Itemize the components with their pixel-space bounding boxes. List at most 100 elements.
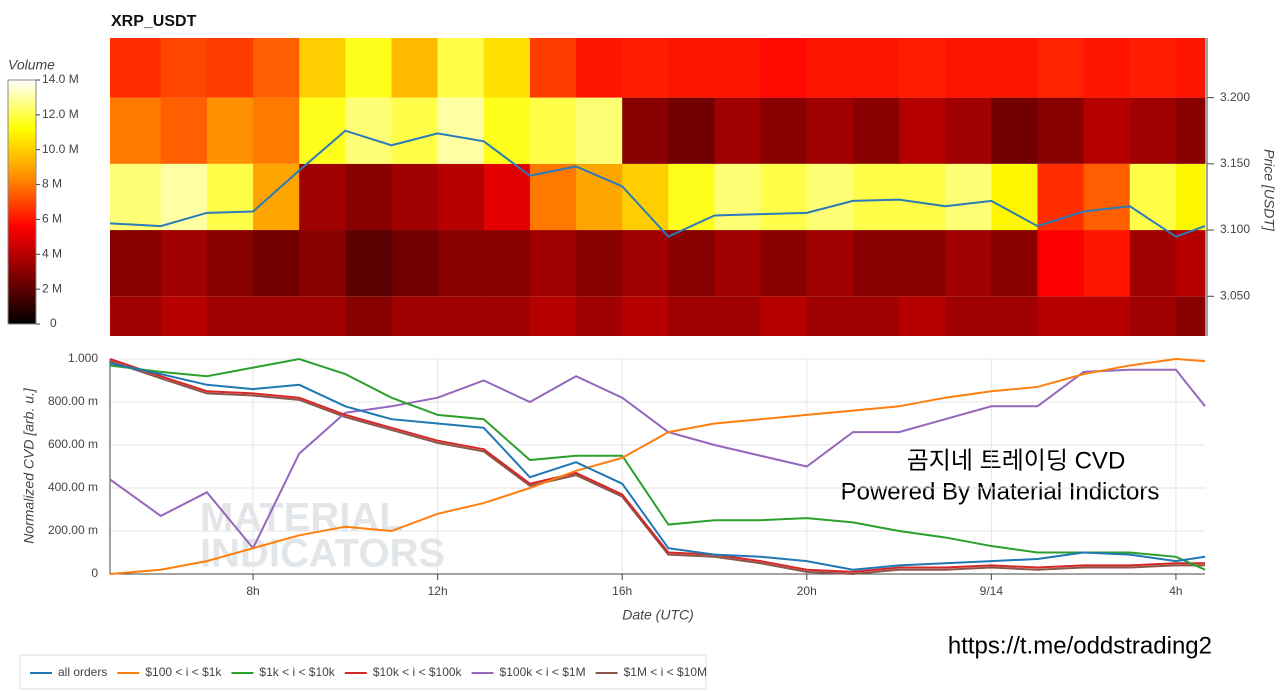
price-line (109, 129, 1206, 238)
heat-cell (110, 230, 162, 297)
heat-cell (945, 163, 992, 231)
heat-cell (483, 230, 531, 297)
heat-cell (345, 38, 392, 98)
colorbar-tick-label: 2 M (42, 281, 62, 295)
heat-cell (852, 230, 900, 297)
heat-cell (299, 163, 346, 231)
heat-cell (1175, 38, 1206, 98)
heat-cell (160, 230, 208, 297)
heat-cell (714, 163, 762, 231)
heat-cell (806, 230, 854, 297)
heat-cell (1083, 163, 1131, 231)
x-tick-label: 9/14 (980, 584, 1004, 598)
heat-cell (1129, 97, 1177, 164)
heat-cell (483, 296, 531, 336)
heat-cell (529, 230, 577, 297)
legend-label: $1M < i < $10M (624, 665, 707, 679)
heat-cell (806, 163, 854, 231)
heat-cell (345, 230, 392, 297)
heat-cell (1175, 230, 1206, 297)
heat-cell (760, 296, 808, 336)
heat-cell (483, 163, 531, 231)
x-tick-label: 4h (1169, 584, 1182, 598)
heat-cell (622, 38, 669, 98)
legend-box (19, 654, 707, 690)
heat-cell (1083, 296, 1131, 336)
colorbar-tick-label: 8 M (42, 177, 62, 191)
y-tick-label: 200.00 m (48, 523, 98, 537)
legend-label: $10k < i < $100k (373, 665, 463, 679)
heat-cell (345, 97, 392, 164)
heat-cell (622, 163, 669, 231)
heat-cell (391, 230, 439, 297)
heat-cell (806, 38, 854, 98)
heat-cell (668, 163, 715, 231)
heat-cell (622, 97, 669, 164)
heat-cell (668, 296, 715, 336)
heat-cell (622, 230, 669, 297)
x-axis-label: Date (UTC) (622, 607, 694, 623)
heat-cell (576, 296, 623, 336)
colorbar-tick-label: 0 (50, 316, 57, 330)
heat-cell (299, 230, 346, 297)
heat-cell (206, 38, 254, 98)
heat-cell (852, 38, 900, 98)
heat-cell (1037, 296, 1085, 336)
heat-cell (622, 296, 669, 336)
x-tick-label: 12h (428, 584, 448, 598)
heat-cell (437, 230, 485, 297)
annotation: Powered By Material Indictors (841, 478, 1160, 505)
heat-cell (806, 296, 854, 336)
heat-cell (110, 38, 162, 98)
heat-cell (391, 296, 439, 336)
heat-cell (299, 97, 346, 164)
legend-label: $100 < i < $1k (145, 665, 222, 679)
heat-cell (991, 97, 1038, 164)
heat-cell (529, 296, 577, 336)
heat-cell (576, 97, 623, 164)
heat-cell (852, 97, 900, 164)
heat-cell (899, 97, 946, 164)
heat-cell (991, 163, 1038, 231)
heat-cell (899, 230, 946, 297)
heat-cell (437, 296, 485, 336)
heat-cell (760, 38, 808, 98)
heat-cell (206, 97, 254, 164)
heat-cell (437, 38, 485, 98)
cvd-line (109, 357, 1206, 575)
heat-cell (529, 38, 577, 98)
heat-cell (945, 97, 992, 164)
heat-cell (1083, 97, 1131, 164)
y-tick-label: 1.000 (68, 351, 98, 365)
heat-cell (1037, 97, 1085, 164)
heat-cell (391, 38, 439, 98)
heat-cell (899, 38, 946, 98)
heat-cell (345, 163, 392, 231)
heat-cell (991, 38, 1038, 98)
heat-cell (899, 296, 946, 336)
annotation: 곰지네 트레이딩 CVD (907, 447, 1126, 474)
heat-cell (253, 163, 300, 231)
heat-cell (206, 163, 254, 231)
y-tick-label: 800.00 m (48, 394, 98, 408)
heat-cell (345, 296, 392, 336)
watermark: INDICATORS (200, 532, 445, 576)
colorbar-tick-label: 4 M (42, 246, 62, 260)
heat-cell (576, 38, 623, 98)
heat-cell (760, 230, 808, 297)
heat-cell (110, 163, 162, 231)
heat-cell (668, 230, 715, 297)
heat-cell (945, 230, 992, 297)
heat-cell (110, 97, 162, 164)
heat-cell (714, 38, 762, 98)
chart-title: XRP_USDT (111, 13, 197, 30)
heat-cell (714, 296, 762, 336)
heat-cell (1175, 296, 1206, 336)
x-tick-label: 16h (612, 584, 632, 598)
legend-label: $1k < i < $10k (259, 665, 335, 679)
colorbar (7, 79, 37, 325)
y-tick-label: 3.050 (1220, 288, 1250, 302)
heat-cell (437, 163, 485, 231)
heat-cell (714, 230, 762, 297)
